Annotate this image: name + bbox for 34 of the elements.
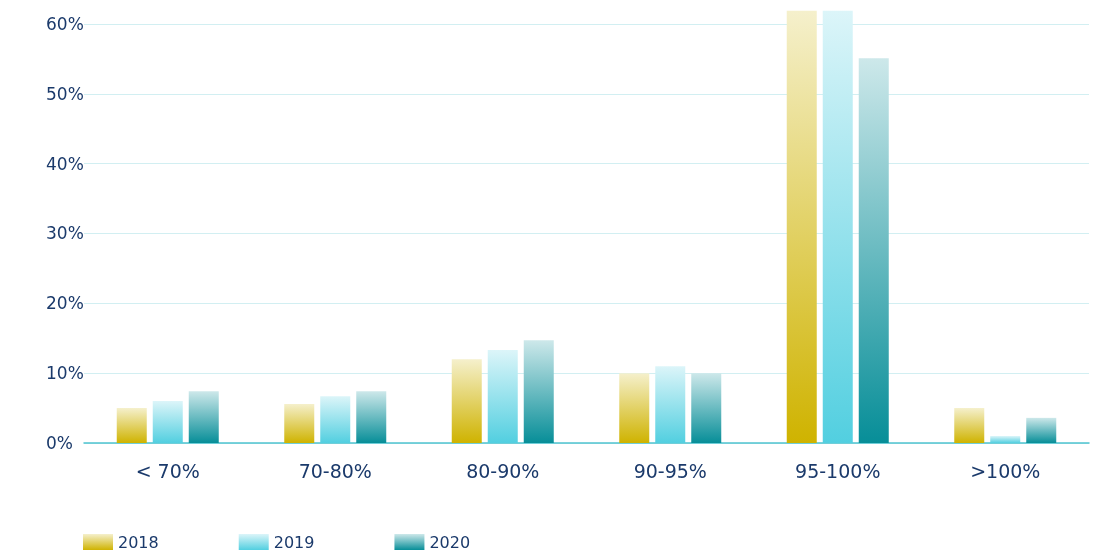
y-tick-label: 0% — [46, 433, 73, 453]
y-tick-label: 60% — [46, 13, 84, 34]
bar — [451, 359, 482, 443]
bar — [822, 10, 853, 443]
x-tick-label: 95-100% — [795, 459, 881, 482]
x-tick-label: < 70% — [135, 459, 200, 482]
legend-label: 2018 — [118, 532, 159, 552]
bar — [284, 403, 315, 443]
x-tick-label: 90-95% — [633, 459, 707, 482]
x-tick-label: 70-80% — [298, 459, 372, 482]
y-tick-label: 50% — [46, 83, 84, 104]
bar — [655, 366, 686, 443]
legend-label: 2020 — [429, 532, 471, 552]
bar — [188, 391, 219, 443]
y-tick-label: 20% — [46, 293, 84, 314]
x-tick-label: 80-90% — [466, 459, 540, 482]
bar — [116, 408, 147, 443]
bar — [619, 373, 650, 443]
bar — [356, 391, 387, 443]
bar — [858, 58, 889, 443]
bar — [954, 408, 985, 443]
bar — [320, 396, 351, 443]
legend-label: 2019 — [273, 532, 315, 552]
bar — [523, 340, 554, 443]
y-tick-label: 30% — [46, 223, 84, 244]
bar — [152, 401, 183, 443]
y-tick-label: 40% — [46, 153, 84, 174]
bar — [786, 10, 817, 443]
bar — [990, 436, 1021, 443]
bar — [691, 373, 722, 443]
bar — [487, 350, 518, 443]
y-tick-label: 10% — [46, 363, 84, 384]
bar — [1026, 417, 1057, 443]
x-tick-label: >100% — [970, 459, 1041, 482]
